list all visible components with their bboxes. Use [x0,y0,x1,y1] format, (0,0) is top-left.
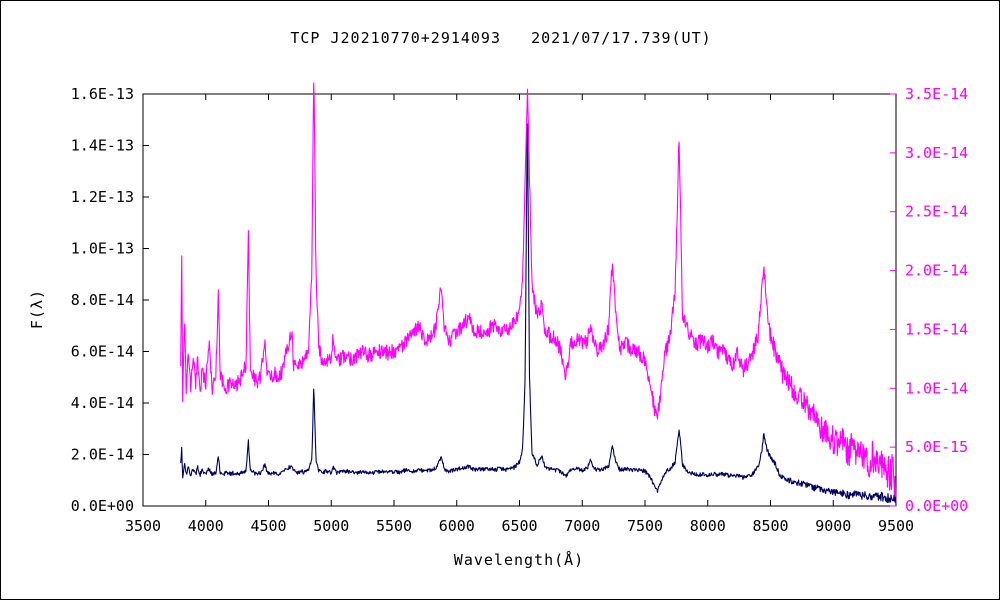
y-left-tick-label: 4.0E-14 [71,394,134,412]
x-tick-label: 9000 [815,517,851,535]
y-left-tick-label: 6.0E-14 [71,343,134,361]
y-left-tick-label: 1.2E-13 [71,188,134,206]
y-right-tick-label: 0.0E+00 [905,497,968,515]
y-left-tick-label: 0.0E+00 [71,497,134,515]
y-left-tick-label: 8.0E-14 [71,291,134,309]
x-tick-label: 8000 [690,517,726,535]
x-tick-label: 7500 [627,517,663,535]
plot-border [142,93,897,507]
x-tick-label: 5000 [313,517,349,535]
y-left-tick-label: 1.4E-13 [71,137,134,155]
y-right-tick-label: 3.5E-14 [905,85,968,103]
y-right-tick-label: 3.0E-14 [905,144,968,162]
y-left-tick-label: 2.0E-14 [71,446,134,464]
series-path-left-axis-spectrum [180,123,897,505]
y-axis-label-left: F(λ) [28,288,46,330]
chart-title: TCP J20210770+2914093 2021/07/17.739(UT) [290,29,712,47]
x-tick-label: 3500 [125,517,161,535]
x-tick-label: 4000 [188,517,224,535]
x-tick-label: 8500 [752,517,788,535]
y-right-tick-label: 1.0E-14 [905,379,968,397]
x-tick-label: 9500 [878,517,914,535]
y-right-tick-label: 2.0E-14 [905,262,968,280]
x-tick-label: 7000 [564,517,600,535]
y-left-tick-label: 1.6E-13 [71,85,134,103]
x-tick-label: 6000 [439,517,475,535]
y-right-tick-label: 1.5E-14 [905,320,968,338]
x-tick-label: 4500 [250,517,286,535]
x-axis-label: Wavelength(Å) [453,551,585,569]
series-path-right-axis-spectrum [180,82,897,504]
x-tick-label: 5500 [376,517,412,535]
x-tick-label: 6500 [501,517,537,535]
y-left-tick-label: 1.0E-13 [71,240,134,258]
y-right-tick-label: 2.5E-14 [905,203,968,221]
y-right-tick-label: 5.0E-15 [905,438,968,456]
